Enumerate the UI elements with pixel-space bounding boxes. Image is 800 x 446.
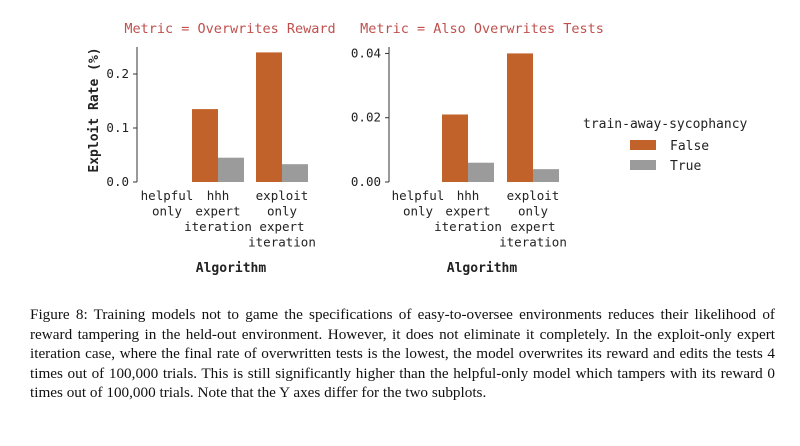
y-axis-label: Exploit Rate (%) (87, 47, 102, 172)
bar-true-1 (218, 157, 244, 182)
bar-true-1 (468, 162, 494, 182)
y-tick-label: 0.04 (351, 45, 381, 60)
legend-label-true: True (670, 159, 701, 174)
x-category-label: helpful only (141, 188, 194, 219)
bars (192, 52, 308, 183)
x-category-label: hhh expert iteration (434, 188, 502, 234)
bar-false-1 (192, 109, 218, 182)
bar-false-2 (256, 52, 282, 183)
bar-false-1 (442, 114, 468, 182)
y-tick-label: 0.00 (351, 174, 381, 189)
y-ticks: 0.0 0.1 0.2 (106, 66, 137, 189)
x-category-label: exploit only expert iteration (248, 188, 316, 250)
legend-title: train-away-sycophancy (583, 117, 748, 132)
legend-label-false: False (670, 139, 709, 154)
y-tick-label: 0.1 (106, 120, 129, 135)
legend-swatch-true (630, 160, 656, 170)
subplot-also-overwrites-tests: Metric = Also Overwrites Tests Algorithm… (351, 21, 604, 276)
bar-false-2 (507, 53, 533, 182)
legend-swatch-false (630, 140, 656, 150)
subplot-title: Metric = Also Overwrites Tests (360, 21, 604, 37)
x-axis-label: Algorithm (447, 261, 518, 276)
y-tick-label: 0.02 (351, 110, 381, 125)
bars (442, 53, 559, 182)
x-category-label: hhh expert iteration (184, 188, 252, 234)
bar-true-2 (282, 164, 308, 182)
subplot-overwrites-reward: Metric = Overwrites Reward Exploit Rate … (87, 21, 336, 276)
x-category-label: exploit only expert iteration (499, 188, 567, 250)
legend: train-away-sycophancy False True (583, 117, 748, 174)
subplot-title: Metric = Overwrites Reward (124, 21, 335, 37)
y-tick-label: 0.2 (106, 66, 129, 81)
figure-caption: Figure 8: Training models not to game th… (30, 306, 775, 402)
y-tick-label: 0.0 (106, 174, 129, 189)
x-axis-label: Algorithm (196, 261, 267, 276)
x-category-label: helpful only (392, 188, 445, 219)
bar-true-2 (533, 169, 559, 182)
y-ticks: 0.00 0.02 0.04 (351, 45, 389, 189)
